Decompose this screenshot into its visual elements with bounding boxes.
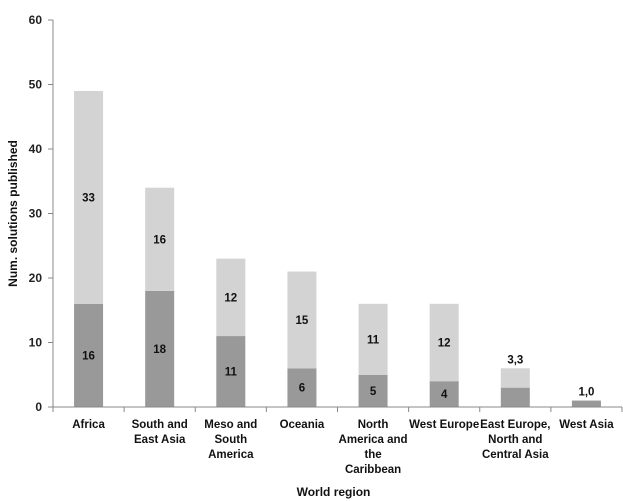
y-tick-label: 40	[29, 142, 43, 156]
category-label: West Asia	[559, 419, 614, 431]
category-label: West Europe	[409, 419, 479, 431]
category-label-line: North	[358, 419, 389, 431]
data-label: 12	[438, 338, 451, 350]
bars	[74, 90, 601, 407]
category-label-line: Meso and	[204, 419, 257, 431]
bar-segment	[287, 271, 317, 369]
category-label: Africa	[72, 419, 105, 431]
bar-segment	[216, 336, 246, 407]
y-tick-label: 10	[29, 336, 43, 350]
data-label: 16	[153, 234, 166, 246]
data-label: 18	[153, 344, 166, 356]
bar-segment	[74, 90, 104, 304]
data-label: 1,0	[578, 387, 594, 399]
x-axis-ticks	[52, 407, 623, 412]
category-label: North America and the Caribbean	[339, 419, 408, 476]
category-label: Oceania	[280, 419, 325, 431]
y-axis-ticks: 0 10 20 30 40 50 60	[29, 13, 53, 414]
category-label-line: Africa	[72, 419, 105, 431]
category-labels: Africa South and East Asia Meso and South Ame…	[72, 419, 614, 476]
data-label: 16	[82, 350, 95, 362]
y-tick-label: 50	[29, 78, 43, 92]
y-axis-title: Num. solutions published	[6, 140, 20, 287]
data-label: 6	[299, 383, 305, 395]
bar-segment	[358, 374, 388, 407]
category-label-line: Central Asia	[482, 449, 549, 461]
category-label-line: South	[215, 434, 248, 446]
data-label: 4	[441, 389, 448, 401]
y-tick-label: 30	[29, 207, 43, 221]
category-label-line: North and	[488, 434, 542, 446]
category-label-line: the	[364, 449, 381, 461]
category-label-line: East Asia	[134, 434, 186, 446]
bar-segment	[429, 381, 459, 407]
category-label-line: Oceania	[280, 419, 325, 431]
y-tick-label: 60	[29, 13, 43, 27]
category-label: Meso and South America	[204, 419, 257, 461]
y-tick-label: 20	[29, 271, 43, 285]
x-axis-title: World region	[297, 485, 371, 499]
bar-segment	[287, 368, 317, 407]
category-label-line: West Asia	[559, 419, 614, 431]
data-label: 3,3	[507, 354, 523, 366]
category-label-line: West Europe	[409, 419, 479, 431]
data-labels: 16 33 18 16 11 12 6 15 5 11 4 12 3,3 1,0	[82, 192, 594, 401]
data-label: 33	[82, 192, 95, 204]
category-label-line: America	[208, 449, 254, 461]
bar-segment	[145, 187, 175, 291]
bar-segment	[216, 258, 246, 337]
category-label-line: East Europe,	[480, 419, 550, 431]
category-label: South and East Asia	[132, 419, 188, 446]
bar-segment	[500, 368, 530, 388]
data-label: 11	[367, 334, 380, 346]
bar-segment	[145, 290, 175, 407]
data-label: 5	[370, 386, 377, 398]
category-label-line: America and	[339, 434, 408, 446]
bar-segment	[74, 303, 104, 407]
bar-segment	[358, 303, 388, 375]
category-label: East Europe, North and Central Asia	[480, 419, 550, 461]
data-label: 12	[224, 292, 237, 304]
bar-segment	[571, 400, 601, 407]
category-label-line: Caribbean	[345, 464, 401, 476]
data-label: 11	[225, 367, 238, 379]
data-label: 15	[296, 315, 309, 327]
bar-segment	[500, 387, 530, 407]
y-tick-label: 0	[35, 400, 42, 414]
bar-segment	[429, 303, 459, 382]
category-label-line: South and	[132, 419, 188, 431]
